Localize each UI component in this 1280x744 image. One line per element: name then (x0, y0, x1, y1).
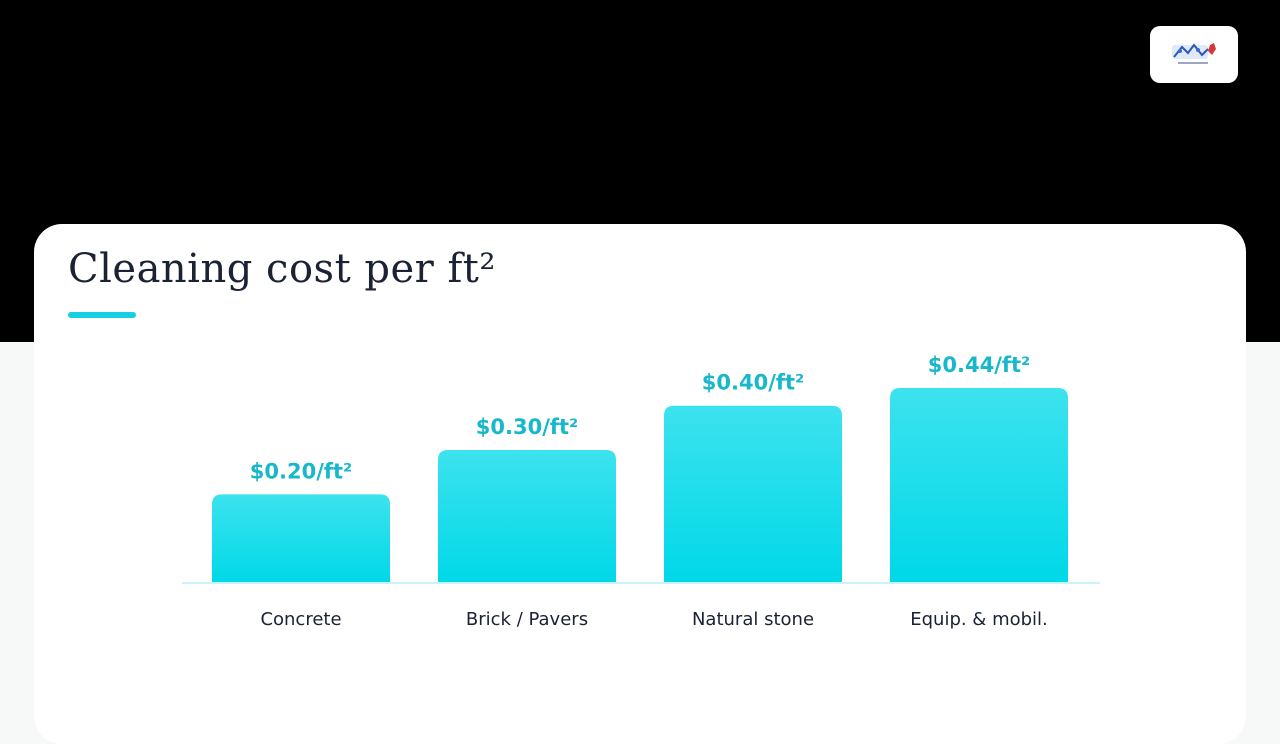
bar-chart: $0.20/ft² $0.30/ft² $0.40/ft² $0.44/ft² Con… (182, 353, 1100, 630)
title-underline (68, 312, 136, 318)
value-label: $0.30/ft² (476, 415, 578, 439)
bar-brick-pavers (438, 450, 616, 583)
company-logo-icon (1172, 42, 1216, 64)
category-label: Natural stone (692, 609, 814, 630)
bar-concrete (212, 494, 390, 583)
value-label: $0.40/ft² (702, 371, 804, 395)
category-label: Concrete (260, 609, 341, 630)
category-label: Equip. & mobil. (910, 609, 1048, 630)
chart-title: Cleaning cost per ft² (68, 246, 496, 292)
value-label: $0.20/ft² (250, 459, 352, 483)
category-label: Brick / Pavers (466, 609, 588, 630)
bar-equip-mobil- (890, 388, 1068, 583)
logo-badge[interactable] (1150, 26, 1238, 83)
bar-natural-stone (664, 405, 842, 583)
value-label: $0.44/ft² (928, 353, 1030, 377)
